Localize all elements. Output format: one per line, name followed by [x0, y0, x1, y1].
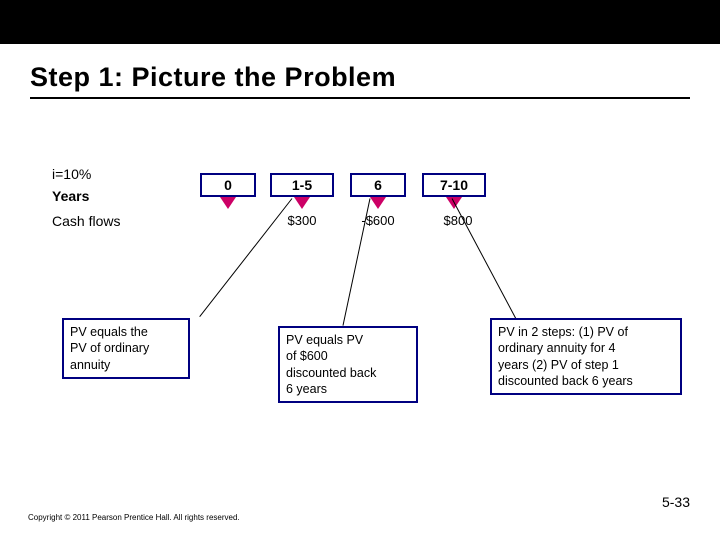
- rate-label: i=10%: [52, 165, 120, 185]
- cashflow-2: -$600: [346, 213, 410, 228]
- page-title: Step 1: Picture the Problem: [30, 62, 690, 93]
- note-mid: PV equals PV of $600 discounted back 6 y…: [278, 326, 418, 403]
- pointer-line: [199, 198, 292, 317]
- note-left-l1: PV of ordinary: [70, 341, 149, 355]
- page-number: 5-33: [662, 494, 690, 510]
- period-box-0: 0: [200, 173, 256, 197]
- top-bar: [0, 0, 720, 44]
- note-left-l0: PV equals the: [70, 325, 148, 339]
- left-labels: i=10% Years Cash flows: [52, 165, 120, 232]
- note-right-l0: PV in 2 steps: (1) PV of: [498, 325, 628, 339]
- years-label: Years: [52, 187, 120, 207]
- content-area: i=10% Years Cash flows 0 1-5 $300 6 -$60…: [0, 105, 720, 165]
- note-left-l2: annuity: [70, 358, 110, 372]
- note-mid-l3: 6 years: [286, 382, 327, 396]
- title-area: Step 1: Picture the Problem: [0, 44, 720, 105]
- note-left: PV equals the PV of ordinary annuity: [62, 318, 190, 379]
- cashflows-label: Cash flows: [52, 212, 120, 232]
- title-underline: [30, 97, 690, 99]
- note-right: PV in 2 steps: (1) PV of ordinary annuit…: [490, 318, 682, 395]
- note-right-l3: discounted back 6 years: [498, 374, 633, 388]
- copyright: Copyright © 2011 Pearson Prentice Hall. …: [28, 513, 240, 522]
- cashflow-3: $800: [428, 213, 488, 228]
- arrow-icon: [294, 197, 310, 209]
- arrow-icon: [220, 197, 236, 209]
- period-box-1: 1-5: [270, 173, 334, 197]
- period-box-3: 7-10: [422, 173, 486, 197]
- arrow-icon: [370, 197, 386, 209]
- note-mid-l0: PV equals PV: [286, 333, 363, 347]
- note-right-l1: ordinary annuity for 4: [498, 341, 615, 355]
- note-mid-l2: discounted back: [286, 366, 376, 380]
- period-box-2: 6: [350, 173, 406, 197]
- note-right-l2: years (2) PV of step 1: [498, 358, 619, 372]
- note-mid-l1: of $600: [286, 349, 328, 363]
